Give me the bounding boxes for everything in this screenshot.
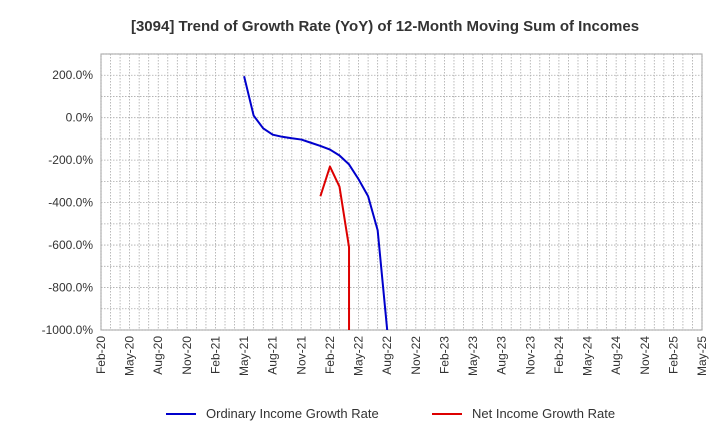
y-tick-label: -800.0%	[48, 281, 93, 295]
x-tick-label: Nov-24	[638, 336, 652, 375]
x-tick-label: Nov-23	[523, 336, 537, 375]
y-tick-label: -600.0%	[48, 238, 93, 252]
legend-label: Net Income Growth Rate	[472, 406, 615, 421]
y-tick-label: 0.0%	[66, 111, 94, 125]
x-tick-label: Feb-20	[94, 336, 108, 374]
x-tick-label: Feb-21	[208, 336, 222, 374]
x-tick-label: Nov-20	[180, 336, 194, 375]
series-line-net-income	[319, 165, 351, 330]
x-tick-label: Nov-21	[294, 336, 308, 375]
x-tick-label: Feb-23	[437, 336, 451, 374]
x-tick-label: May-25	[695, 336, 709, 376]
chart-title: [3094] Trend of Growth Rate (YoY) of 12-…	[131, 18, 639, 35]
x-tick-label: Aug-21	[266, 336, 280, 375]
x-tick-label: May-22	[352, 336, 366, 376]
y-tick-label: -200.0%	[48, 153, 93, 167]
series-group	[243, 76, 389, 330]
legend: Ordinary Income Growth Rate Net Income Gr…	[166, 406, 615, 421]
x-tick-label: Aug-20	[151, 336, 165, 375]
x-tick-label: Aug-24	[609, 336, 623, 375]
y-tick-label: 200.0%	[52, 68, 93, 82]
x-tick-label: May-20	[123, 336, 137, 376]
x-axis: Feb-20 May-20 Aug-20 Nov-20 Feb-21 May-21 Aug-…	[94, 336, 709, 376]
y-tick-label: -1000.0%	[42, 323, 94, 337]
legend-label: Ordinary Income Growth Rate	[206, 406, 379, 421]
x-tick-label: Nov-22	[409, 336, 423, 375]
x-tick-label: Feb-24	[552, 336, 566, 374]
x-tick-label: Feb-25	[666, 336, 680, 374]
y-tick-label: -400.0%	[48, 196, 93, 210]
plot-frame	[100, 53, 703, 331]
plot-area	[100, 53, 703, 331]
y-axis: 200.0% 0.0% -200.0% -400.0% -600.0% -800.0% -1…	[42, 68, 94, 337]
x-tick-label: Aug-23	[495, 336, 509, 375]
x-tick-label: Aug-22	[380, 336, 394, 375]
x-tick-label: May-23	[466, 336, 480, 376]
x-tick-label: May-24	[581, 336, 595, 376]
x-tick-label: May-21	[237, 336, 251, 376]
series-line-ordinary-income	[243, 76, 389, 330]
grid-lines	[100, 53, 703, 331]
x-tick-label: Feb-22	[323, 336, 337, 374]
